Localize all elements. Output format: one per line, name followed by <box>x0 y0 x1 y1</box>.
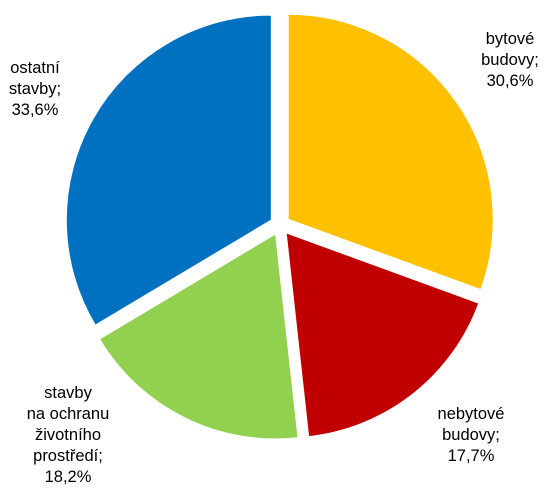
slice-label-line: stavby; <box>9 80 61 98</box>
slice-label-line: na ochranu <box>27 405 110 423</box>
slice-label-line: životního <box>35 426 101 444</box>
slice-label-bytove-budovy: bytové budovy; 30,6% <box>481 30 539 90</box>
slice-label-line: bytové <box>486 30 535 48</box>
pie-labels: bytové budovy; 30,6% nebytové budovy; 17,7% st… <box>9 30 539 486</box>
pie-slice-bytove-budovy <box>287 13 494 291</box>
slice-label-line: budovy; <box>442 426 500 444</box>
slice-label-line: 17,7% <box>448 447 495 465</box>
pie-slice-stavby-na-ochranu-zivotniho-prostredi <box>98 233 299 440</box>
slice-label-line: nebytové <box>438 405 505 423</box>
slice-label-line: budovy; <box>481 51 539 69</box>
slice-label-line: 33,6% <box>12 101 59 119</box>
slice-label-ostatni-stavby: ostatní stavby; 33,6% <box>9 59 61 119</box>
slice-label-line: ostatní <box>10 59 60 77</box>
pie-slices <box>65 13 494 440</box>
slice-label-nebytove-budovy: nebytové budovy; 17,7% <box>438 405 505 465</box>
slice-label-line: stavby <box>44 384 92 402</box>
pie-slice-nebytove-budovy <box>285 232 480 438</box>
slice-label-line: 18,2% <box>45 468 92 486</box>
pie-slice-ostatni-stavby <box>65 14 272 326</box>
slice-label-line: prostředí; <box>33 447 103 465</box>
slice-label-line: 30,6% <box>487 72 534 90</box>
slice-label-stavby-na-ochranu-zivotniho-prostredi: stavby na ochranu životního prostředí; 18,2% <box>27 384 110 486</box>
